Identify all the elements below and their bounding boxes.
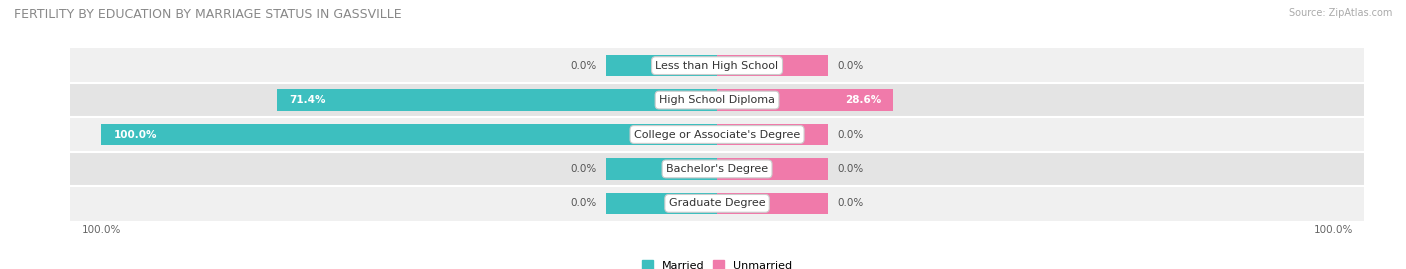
Bar [277,89,717,111]
Text: 0.0%: 0.0% [837,61,863,71]
Text: Bachelor's Degree: Bachelor's Degree [666,164,768,174]
Legend: Married, Unmarried: Married, Unmarried [637,256,797,269]
Text: Source: ZipAtlas.com: Source: ZipAtlas.com [1288,8,1392,18]
Text: Graduate Degree: Graduate Degree [669,198,765,208]
Text: College or Associate's Degree: College or Associate's Degree [634,129,800,140]
Bar [717,193,828,214]
Bar [606,193,717,214]
Bar [606,158,717,180]
Bar [70,117,1364,152]
Text: High School Diploma: High School Diploma [659,95,775,105]
Text: 28.6%: 28.6% [845,95,882,105]
Bar [717,55,828,76]
Text: 0.0%: 0.0% [571,198,598,208]
Text: 0.0%: 0.0% [837,164,863,174]
Text: 0.0%: 0.0% [837,129,863,140]
Text: 100.0%: 100.0% [114,129,157,140]
Text: Less than High School: Less than High School [655,61,779,71]
Bar [717,124,828,145]
Bar [101,124,717,145]
Text: 0.0%: 0.0% [571,61,598,71]
Bar [606,55,717,76]
Text: 0.0%: 0.0% [837,198,863,208]
Text: 0.0%: 0.0% [571,164,598,174]
Text: 71.4%: 71.4% [290,95,326,105]
Bar [717,158,828,180]
Bar [70,48,1364,83]
Bar [70,186,1364,221]
Bar [717,89,893,111]
Bar [70,83,1364,117]
Text: FERTILITY BY EDUCATION BY MARRIAGE STATUS IN GASSVILLE: FERTILITY BY EDUCATION BY MARRIAGE STATU… [14,8,402,21]
Bar [70,152,1364,186]
